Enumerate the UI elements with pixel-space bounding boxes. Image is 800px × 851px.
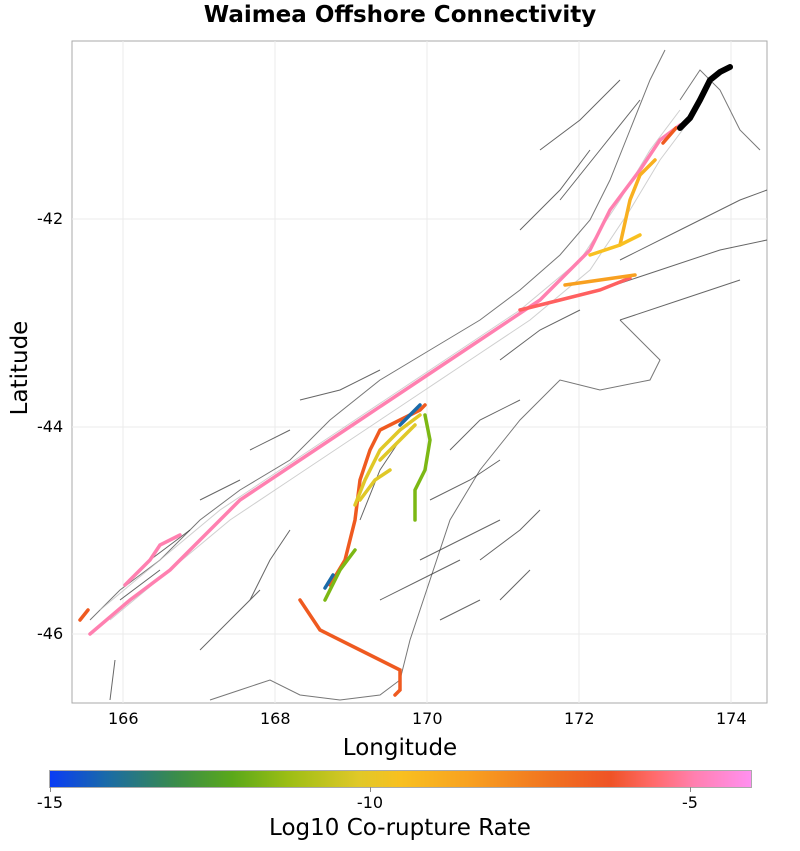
x-tick: 166 bbox=[108, 709, 139, 728]
colorbar-tick-label: -5 bbox=[682, 793, 698, 812]
corupture-faults bbox=[78, 123, 682, 697]
colorbar-title: Log10 Co-rupture Rate bbox=[269, 815, 531, 841]
plot-panel bbox=[71, 40, 768, 704]
colorbar-tick-label: -15 bbox=[36, 793, 64, 812]
colorbar bbox=[49, 770, 752, 788]
waimea-offshore-source-fault bbox=[677, 64, 733, 131]
y-tick: -44 bbox=[37, 417, 64, 436]
background-faults bbox=[109, 79, 768, 701]
y-axis-label: Latitude bbox=[7, 320, 33, 416]
x-axis-label: Longitude bbox=[342, 735, 458, 761]
y-tick: -42 bbox=[37, 209, 64, 228]
colorbar-tick-label: -10 bbox=[356, 793, 384, 812]
chart-title: Waimea Offshore Connectivity bbox=[203, 2, 597, 28]
x-tick: 170 bbox=[412, 709, 443, 728]
x-tick: 174 bbox=[716, 709, 747, 728]
alpine-fault bbox=[88, 123, 682, 636]
x-tick: 172 bbox=[564, 709, 595, 728]
colorbar-tick-mark bbox=[370, 787, 371, 792]
map-plot bbox=[71, 40, 768, 704]
colorbar-tick-mark bbox=[690, 787, 691, 792]
x-tick: 168 bbox=[260, 709, 291, 728]
colorbar-tick-mark bbox=[50, 787, 51, 792]
y-tick: -46 bbox=[37, 624, 64, 643]
